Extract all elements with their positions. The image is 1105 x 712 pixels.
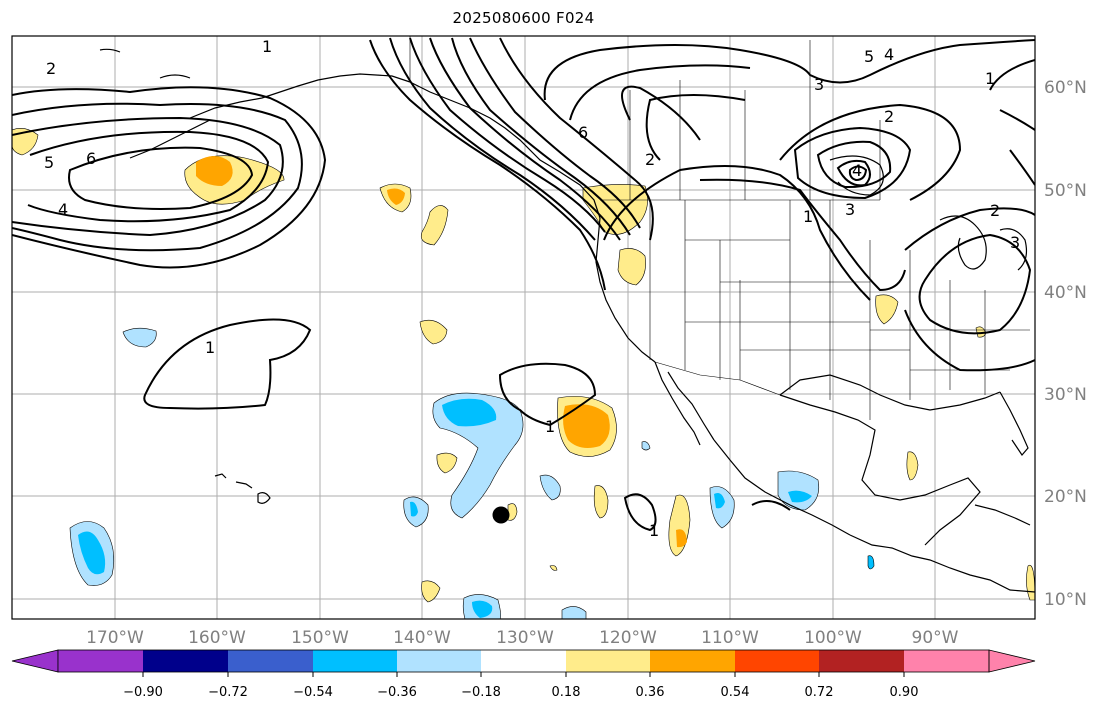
colorbar-segment [566, 650, 650, 672]
colorbar-extend-high [988, 649, 1036, 673]
contour-label: 3 [1010, 233, 1020, 252]
coastlines [99, 48, 1035, 593]
latitude-label: 20°N [1044, 487, 1087, 507]
contour-label: 6 [578, 123, 588, 142]
contour-label: 1 [545, 417, 555, 436]
colorbar-tick-label: 0.72 [805, 685, 834, 700]
latitude-label: 30°N [1044, 385, 1087, 405]
colorbar-tick-label: −0.54 [293, 685, 333, 700]
longitude-axis: 170°W 160°W 150°W 140°W 130°W 120°W 110°… [86, 628, 959, 648]
colorbar-tick-label: 0.18 [552, 685, 581, 700]
colorbar-extend-low [11, 649, 59, 673]
longitude-label: 150°W [291, 628, 349, 648]
longitude-label: 170°W [86, 628, 144, 648]
contour-label: 6 [86, 149, 96, 168]
longitude-label: 130°W [496, 628, 554, 648]
latitude-label: 40°N [1044, 283, 1087, 303]
political-borders [409, 36, 1030, 420]
longitude-label: 100°W [804, 628, 862, 648]
contour-label: 1 [803, 207, 813, 226]
contour-label: 2 [46, 59, 56, 78]
contour-label: 1 [205, 338, 215, 357]
colorbar-tick-label: 0.36 [636, 685, 665, 700]
latitude-label: 60°N [1044, 78, 1087, 98]
latitude-label: 50°N [1044, 181, 1087, 201]
colorbar-segment [481, 650, 566, 672]
plot-area [12, 36, 1035, 619]
colorbar-tick-label: 0.54 [721, 685, 750, 700]
colorbar-tick-label: −0.72 [208, 685, 248, 700]
colorbar-segment [228, 650, 313, 672]
contour-label: 3 [814, 75, 824, 94]
colorbar-tick-label: 0.90 [890, 685, 919, 700]
colorbar-tick-label: −0.90 [123, 685, 163, 700]
longitude-label: 90°W [912, 628, 959, 648]
colorbar-segment [904, 650, 989, 672]
colorbar-segment [650, 650, 735, 672]
contour-label: 4 [884, 45, 894, 64]
colorbar-segment [819, 650, 904, 672]
latitude-axis: 60°N 50°N 40°N 30°N 20°N 10°N [1044, 78, 1087, 610]
contour-label: 1 [649, 521, 659, 540]
contour-label: 5 [44, 153, 54, 172]
colorbar-segment [143, 650, 228, 672]
contour-label: 4 [852, 161, 862, 180]
colorbar-segment [735, 650, 819, 672]
longitude-label: 160°W [188, 628, 246, 648]
map-title: 2025080600 F024 [452, 9, 595, 27]
contour-lines [12, 37, 1035, 532]
shading-negative [69, 327, 875, 619]
latitude-label: 10°N [1044, 590, 1087, 610]
colorbar-segment [58, 650, 143, 672]
storm-center-dot [492, 506, 510, 524]
colorbar: −0.90 −0.72 −0.54 −0.36 −0.18 0.18 0.36 … [11, 649, 1036, 700]
contour-label: 1 [985, 69, 995, 88]
colorbar-segment [313, 650, 397, 672]
colorbar-outline [57, 649, 990, 673]
colorbar-tick-label: −0.18 [461, 685, 501, 700]
colorbar-tick-label: −0.36 [377, 685, 417, 700]
plot-frame [11, 35, 1036, 620]
contour-label: 2 [645, 150, 655, 169]
contour-label: 2 [990, 201, 1000, 220]
contour-label: 5 [864, 47, 874, 66]
contour-label: 2 [884, 107, 894, 126]
longitude-label: 120°W [599, 628, 657, 648]
contour-labels: 1 2 5 6 4 1 6 2 1 5 4 3 2 3 1 1 4 3 1 2 [44, 37, 1020, 540]
longitude-label: 110°W [701, 628, 759, 648]
longitude-label: 140°W [393, 628, 451, 648]
colorbar-segment [397, 650, 481, 672]
contour-label: 1 [262, 37, 272, 56]
contour-label: 3 [845, 200, 855, 219]
contour-label: 4 [58, 200, 68, 219]
